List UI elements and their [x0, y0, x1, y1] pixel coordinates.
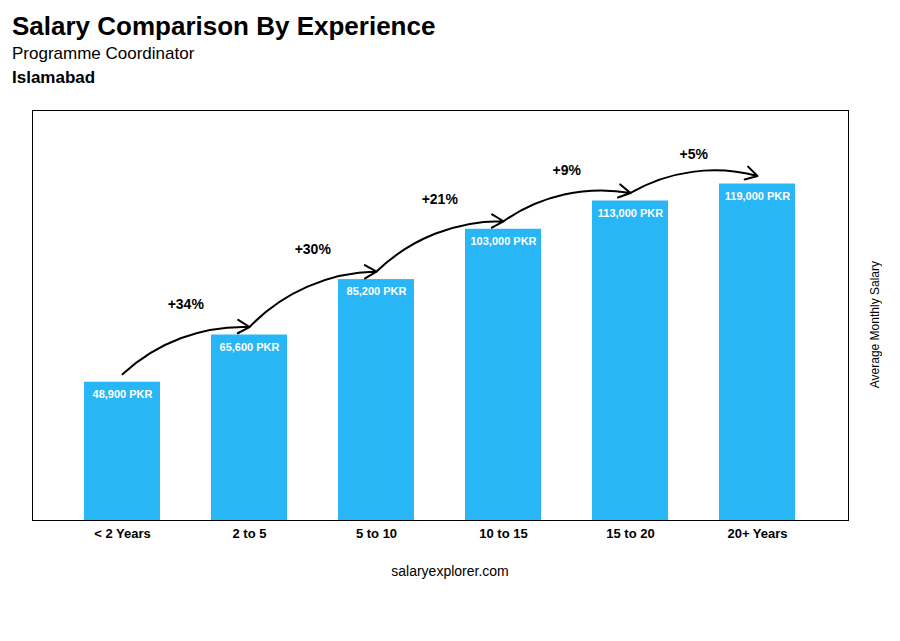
html-text:Salary Comparison By Experienc: Salary Comparison By Experience — [12, 11, 436, 41]
svg-text:+21%: +21% — [422, 191, 459, 207]
svg-text:+30%: +30% — [295, 241, 332, 257]
html-text:Average Monthly Salary: Average Monthly Salary — [868, 261, 882, 389]
svg-text:5 to 10: 5 to 10 — [356, 526, 397, 541]
svg-text:15 to 20: 15 to 20 — [606, 526, 654, 541]
svg-text:103,000 PKR: 103,000 PKR — [470, 235, 536, 247]
html-text:salaryexplorer.com: salaryexplorer.com — [391, 563, 509, 579]
svg-text:+34%: +34% — [168, 296, 205, 312]
svg-text:119,000 PKR: 119,000 PKR — [725, 190, 790, 202]
svg-text:48,900 PKR: 48,900 PKR — [93, 388, 153, 400]
svg-text:< 2 Years: < 2 Years — [94, 526, 151, 541]
svg-text:20+ Years: 20+ Years — [727, 526, 787, 541]
svg-text:65,600 PKR: 65,600 PKR — [220, 341, 280, 353]
html-text:Programme Coordinator: Programme Coordinator — [12, 44, 195, 63]
html-text:Islamabad: Islamabad — [12, 68, 96, 87]
svg-text:2 to 5: 2 to 5 — [233, 526, 267, 541]
svg-text:10 to 15: 10 to 15 — [479, 526, 527, 541]
svg-text:+9%: +9% — [553, 162, 582, 178]
svg-text:85,200 PKR: 85,200 PKR — [347, 285, 407, 297]
svg-text:+5%: +5% — [680, 145, 709, 161]
svg-text:113,000 PKR: 113,000 PKR — [598, 207, 663, 219]
